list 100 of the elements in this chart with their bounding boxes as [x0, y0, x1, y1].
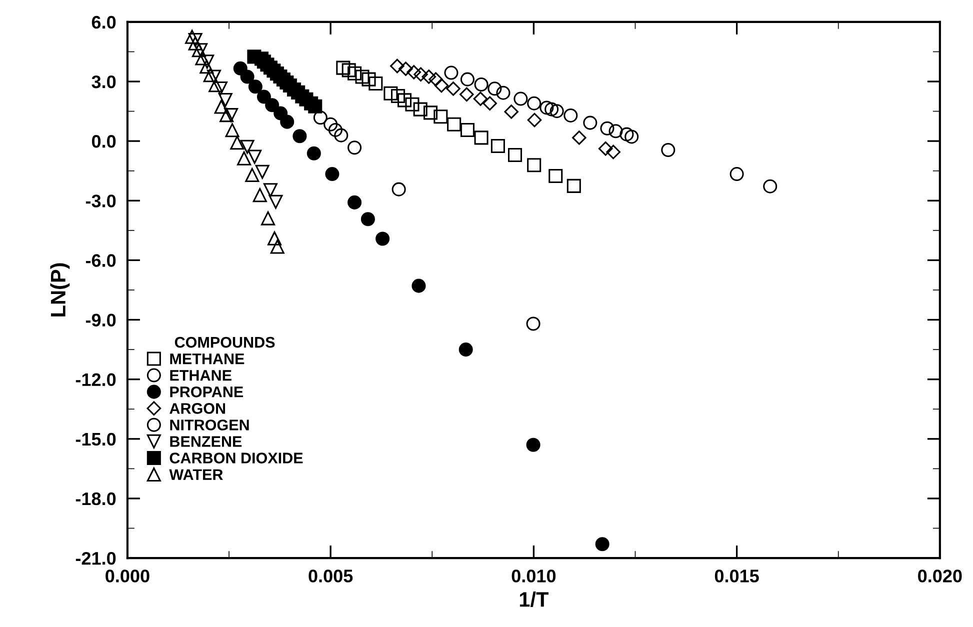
y-tick-label: -21.0	[76, 552, 116, 565]
point	[661, 142, 676, 158]
legend-label: ARGON	[170, 403, 226, 414]
point	[514, 92, 528, 106]
point	[413, 102, 428, 116]
point	[526, 316, 540, 331]
point	[268, 231, 282, 246]
point	[225, 123, 240, 138]
point	[368, 76, 383, 91]
point	[237, 151, 252, 166]
point	[490, 139, 505, 154]
point	[398, 62, 413, 76]
y-tick-label: -12.0	[76, 373, 116, 386]
point	[325, 167, 340, 182]
point	[566, 178, 581, 193]
x-axis-title: 1/T	[520, 592, 549, 608]
point	[397, 93, 412, 108]
point	[730, 167, 744, 182]
legend-title: COMPOUNDS	[174, 336, 275, 348]
x-tick-label: 0.015	[714, 570, 759, 582]
y-tick-label: -9.0	[86, 314, 116, 326]
point	[458, 342, 473, 357]
point	[208, 78, 223, 92]
legend-label: BENZENE	[170, 436, 242, 447]
point	[600, 121, 614, 136]
point	[252, 188, 267, 202]
legend-label: ETHANE	[170, 370, 232, 381]
point	[334, 128, 348, 142]
point	[390, 58, 404, 74]
point	[598, 141, 613, 156]
point	[544, 102, 559, 116]
point	[474, 130, 488, 145]
point	[606, 144, 620, 160]
point	[248, 80, 262, 94]
point	[504, 104, 518, 119]
point	[336, 60, 350, 75]
point	[548, 169, 563, 184]
point	[564, 108, 578, 122]
point	[526, 438, 540, 452]
y-tick-label: 3.0	[92, 75, 116, 88]
point	[392, 182, 406, 196]
point	[213, 81, 228, 96]
point	[362, 72, 376, 86]
point	[224, 108, 238, 122]
x-tick-label: 0.005	[308, 570, 353, 582]
point	[763, 179, 778, 194]
x-tick-label: 0.020	[918, 570, 962, 582]
point	[308, 99, 322, 114]
point	[328, 122, 342, 137]
legend-label: CARBON DIOXIDE	[170, 452, 303, 464]
y-tick-label: -3.0	[86, 194, 116, 208]
point	[292, 129, 307, 144]
point	[313, 110, 328, 125]
point	[230, 136, 244, 150]
point	[460, 87, 474, 102]
point	[406, 65, 421, 80]
point	[488, 82, 502, 96]
point	[527, 112, 542, 128]
point	[263, 183, 278, 198]
point	[245, 168, 260, 182]
point	[473, 92, 488, 106]
point	[572, 130, 586, 145]
y-tick-label: -18.0	[76, 492, 116, 506]
point	[270, 240, 284, 254]
point	[446, 82, 460, 96]
point	[280, 114, 294, 129]
x-tick-label: 0.000	[106, 570, 150, 582]
y-axis-title: LN(P)	[50, 263, 70, 316]
point	[268, 194, 283, 209]
point	[434, 110, 448, 124]
point	[422, 70, 436, 84]
point	[583, 116, 598, 130]
point	[261, 211, 276, 226]
point	[620, 127, 634, 142]
point	[624, 130, 639, 144]
y-tick-label: -15.0	[76, 432, 116, 446]
point	[447, 117, 462, 132]
point	[348, 195, 362, 210]
point	[200, 60, 214, 74]
point	[474, 77, 488, 92]
point	[220, 108, 234, 122]
point	[348, 140, 362, 155]
point	[527, 158, 542, 172]
point	[405, 97, 420, 112]
point	[423, 106, 438, 120]
legend-label: NITROGEN	[170, 420, 249, 430]
y-tick-label: -6.0	[86, 254, 116, 267]
point	[355, 70, 370, 84]
y-tick-label: 0.0	[92, 135, 116, 148]
point	[214, 100, 228, 114]
legend-label: PROPANE	[170, 386, 244, 398]
point	[540, 100, 554, 115]
point	[348, 66, 362, 80]
point	[240, 70, 254, 84]
point	[306, 146, 321, 160]
legend-label: WATER	[169, 469, 223, 480]
point	[460, 122, 474, 137]
point	[218, 92, 232, 107]
point	[444, 66, 458, 80]
point	[527, 96, 542, 110]
